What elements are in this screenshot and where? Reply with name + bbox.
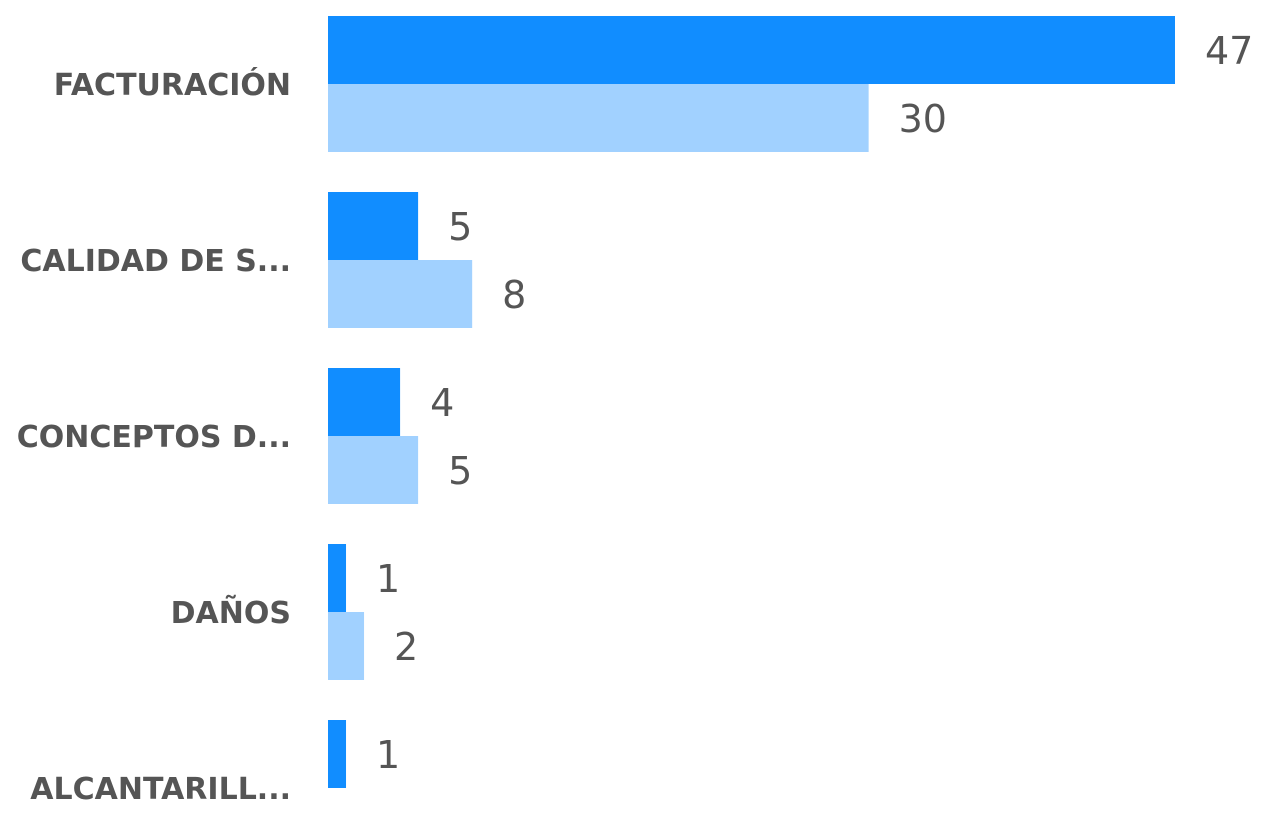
data-label: 1 [376,557,400,601]
bar[interactable] [328,260,473,328]
data-label: 47 [1205,29,1253,73]
data-label: 30 [899,97,947,141]
data-label: 5 [448,449,472,493]
data-label: 4 [430,381,454,425]
bar[interactable] [328,16,1175,84]
category-label: CONCEPTOS D... [17,420,291,455]
bar[interactable] [328,192,419,260]
data-label: 2 [394,625,418,669]
category-axis: FACTURACIÓN CALIDAD DE S... CONCEPTOS D...… [17,66,291,807]
data-label: 1 [376,733,400,777]
bar[interactable] [328,84,869,152]
category-label: FACTURACIÓN [54,66,291,103]
bars-layer [328,16,1175,788]
bar[interactable] [328,544,347,612]
data-label: 5 [448,205,472,249]
data-label: 8 [502,273,526,317]
bar[interactable] [328,436,419,504]
bar[interactable] [328,720,347,788]
category-label: ALCANTARILL... [30,772,291,807]
bar[interactable] [328,612,365,680]
category-label: CALIDAD DE S... [20,244,291,279]
category-label: DAÑOS [171,594,291,631]
bar[interactable] [328,368,401,436]
